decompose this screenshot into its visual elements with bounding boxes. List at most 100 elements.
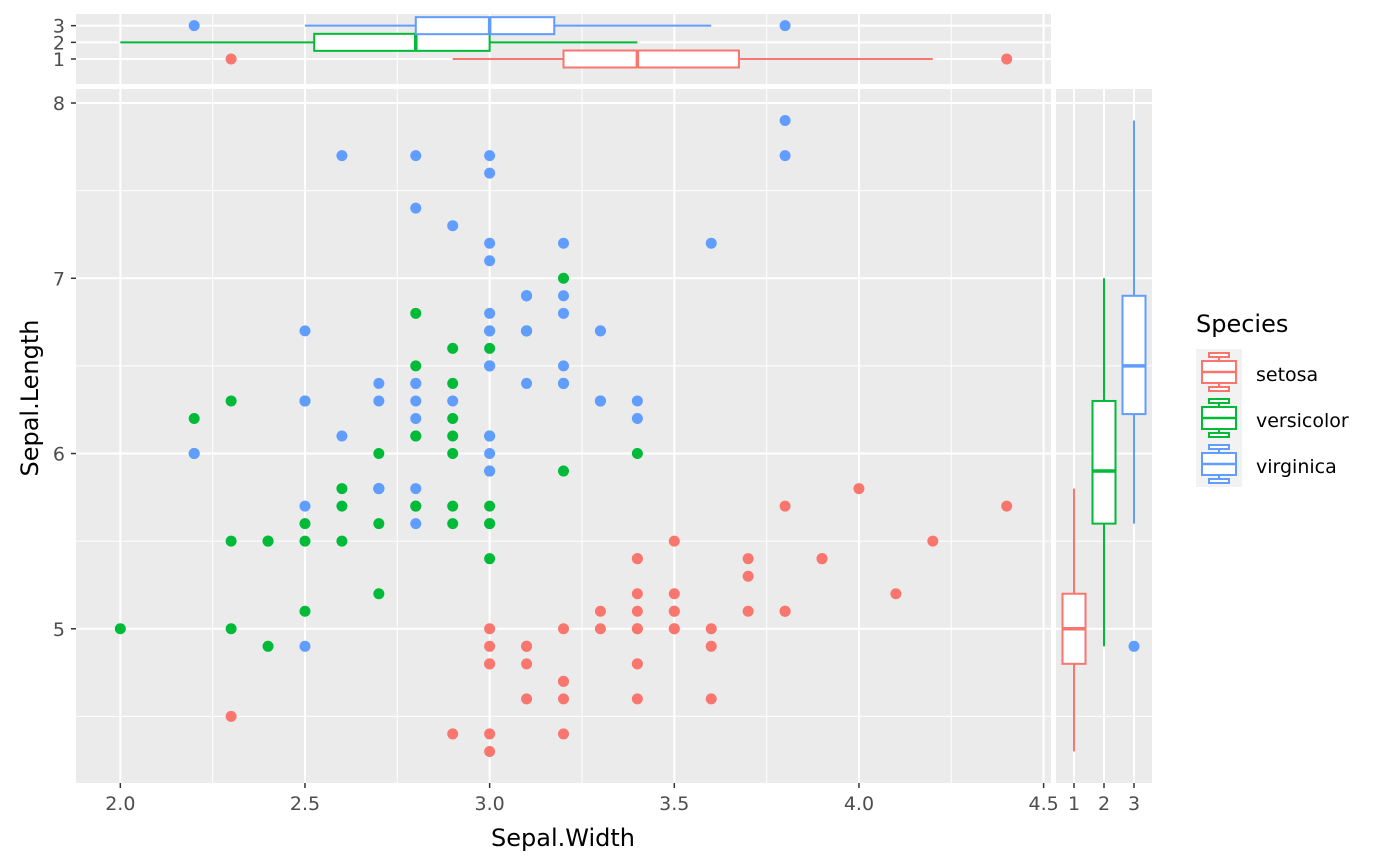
scatter-point-setosa (779, 605, 791, 617)
scatter-point-virginica (705, 237, 717, 249)
legend-key-cap-versicolor (1208, 432, 1230, 438)
scatter-point-virginica (484, 360, 496, 372)
scatter-point-virginica (558, 237, 569, 249)
scatter-point-virginica (521, 290, 533, 302)
right-category-tick-label: 2 (1098, 793, 1110, 815)
legend-key-cap-setosa (1208, 386, 1230, 392)
scatter-point-versicolor (410, 500, 422, 512)
legend-key-cap-setosa (1208, 352, 1230, 358)
scatter-point-virginica (484, 237, 496, 249)
scatter-point-virginica (779, 115, 791, 127)
scatter-point-virginica (373, 483, 385, 495)
scatter-point-setosa (631, 605, 643, 617)
scatter-point-setosa (816, 553, 828, 565)
x-axis-label: Sepal.Width (491, 824, 635, 852)
scatter-point-virginica (373, 395, 385, 407)
scatter-point-virginica (558, 377, 569, 389)
scatter-point-versicolor (225, 395, 237, 407)
main-panel-background (76, 89, 1051, 783)
scatter-point-virginica (631, 395, 643, 407)
scatter-point-virginica (594, 325, 606, 337)
right-category-tick-label: 1 (1068, 793, 1080, 815)
scatter-point-virginica (447, 395, 459, 407)
scatter-point-setosa (484, 728, 496, 740)
scatter-point-versicolor (373, 518, 385, 530)
x-tick-label: 3.5 (659, 793, 689, 815)
scatter-point-setosa (594, 623, 606, 635)
legend-label-versicolor: versicolor (1256, 410, 1349, 432)
scatter-point-versicolor (484, 553, 496, 565)
top-outlier-setosa (225, 53, 237, 65)
scatter-point-setosa (521, 658, 533, 670)
scatter-point-virginica (484, 430, 496, 442)
y-tick-label: 5 (53, 619, 65, 641)
scatter-point-setosa (558, 623, 569, 635)
scatter-point-setosa (558, 693, 569, 705)
scatter-point-setosa (631, 658, 643, 670)
scatter-point-versicolor (262, 640, 274, 652)
y-tick-label: 7 (53, 268, 65, 290)
scatter-point-versicolor (299, 535, 311, 547)
scatter-point-versicolor (299, 605, 311, 617)
scatter-point-virginica (373, 377, 385, 389)
scatter-point-versicolor (484, 518, 496, 530)
scatter-point-versicolor (262, 535, 274, 547)
scatter-point-virginica (484, 167, 496, 179)
scatter-point-virginica (336, 430, 348, 442)
scatter-point-versicolor (484, 342, 496, 354)
scatter-point-setosa (742, 553, 754, 565)
scatter-point-setosa (447, 728, 459, 740)
scatter-point-setosa (1001, 500, 1013, 512)
x-tick-label: 3.0 (475, 793, 505, 815)
scatter-point-versicolor (447, 430, 459, 442)
y-axis-label: Sepal.Length (16, 319, 44, 476)
scatter-point-versicolor (410, 430, 422, 442)
scatter-point-setosa (742, 570, 754, 582)
top-category-tick-label: 1 (53, 49, 65, 71)
scatter-point-virginica (521, 325, 533, 337)
scatter-point-versicolor (447, 500, 459, 512)
scatter-point-virginica (410, 150, 422, 162)
scatter-point-setosa (853, 483, 865, 495)
top-outlier-virginica (779, 20, 791, 32)
scatter-point-setosa (225, 710, 237, 722)
x-tick-label: 4.0 (844, 793, 874, 815)
scatter-point-setosa (927, 535, 939, 547)
scatter-point-setosa (742, 605, 754, 617)
scatter-point-versicolor (225, 623, 237, 635)
top-category-tick-label: 3 (53, 16, 65, 38)
scatter-point-virginica (336, 150, 348, 162)
scatter-point-virginica (447, 220, 459, 232)
scatter-point-virginica (484, 465, 496, 477)
scatter-point-versicolor (373, 448, 385, 460)
scatter-point-virginica (484, 255, 496, 267)
scatter-point-virginica (410, 202, 422, 214)
right-category-tick-label: 3 (1128, 793, 1140, 815)
scatter-point-virginica (299, 640, 311, 652)
scatter-point-virginica (410, 377, 422, 389)
scatter-point-versicolor (558, 272, 569, 284)
scatter-point-versicolor (114, 623, 126, 635)
scatter-point-virginica (521, 377, 533, 389)
scatter-point-versicolor (447, 412, 459, 424)
scatter-point-virginica (558, 360, 569, 372)
scatter-point-virginica (484, 150, 496, 162)
legend-title: Species (1196, 310, 1288, 338)
scatter-point-versicolor (447, 448, 459, 460)
scatter-point-setosa (705, 623, 717, 635)
scatter-point-setosa (668, 623, 680, 635)
top-marginal-boxplots (120, 16, 1013, 69)
scatter-point-setosa (668, 588, 680, 600)
scatter-point-setosa (521, 693, 533, 705)
scatter-point-setosa (631, 623, 643, 635)
scatter-point-setosa (668, 535, 680, 547)
scatter-point-setosa (705, 693, 717, 705)
scatter-point-versicolor (558, 465, 569, 477)
scatter-point-virginica (484, 325, 496, 337)
legend-key-cap-virginica (1208, 444, 1230, 450)
scatter-point-setosa (631, 553, 643, 565)
scatter-point-setosa (705, 640, 717, 652)
scatter-point-virginica (299, 395, 311, 407)
scatter-point-setosa (558, 728, 569, 740)
